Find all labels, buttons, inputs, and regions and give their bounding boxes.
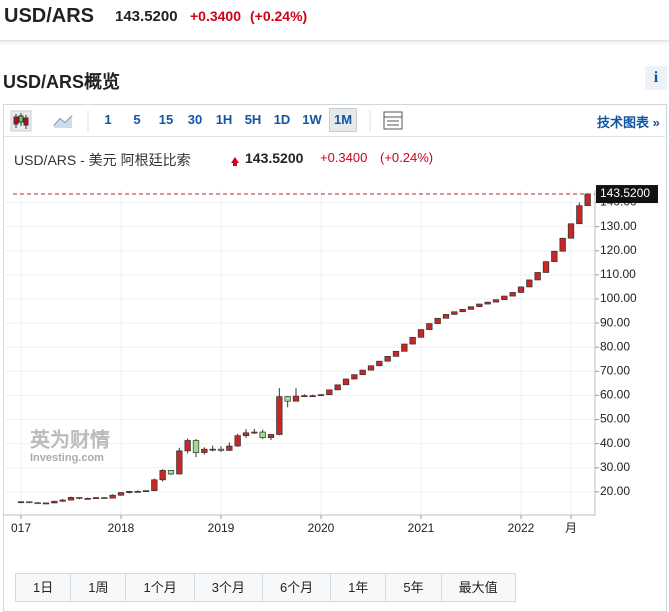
interval-button[interactable]: 1W: [302, 112, 322, 127]
toolbar: [4, 105, 665, 137]
range-bar: 1日 1周 1个月 3个月 6个月 1年 5年 最大值: [15, 573, 516, 602]
range-button[interactable]: 5年: [386, 574, 442, 601]
range-button[interactable]: 最大值: [458, 580, 498, 595]
interval-button[interactable]: 1H: [215, 112, 233, 127]
interval-button[interactable]: 5H: [244, 112, 262, 127]
interval-button[interactable]: 1D: [273, 112, 291, 127]
change-pct: (+0.24%): [250, 8, 308, 24]
symbol: USD/ARS: [4, 5, 95, 27]
chart-frame: [3, 104, 667, 612]
interval-button[interactable]: 15: [158, 112, 174, 127]
tech-chart-link[interactable]: 技术图表 »: [597, 115, 660, 130]
interval-button[interactable]: 30: [187, 112, 203, 127]
interval-button[interactable]: 1M: [329, 108, 357, 132]
interval-button[interactable]: 1: [104, 112, 112, 127]
range-button[interactable]: 6个月: [263, 574, 332, 601]
price: 143.5200: [115, 8, 178, 25]
section-title: USD/ARS概览: [3, 72, 121, 92]
info-button[interactable]: i: [645, 66, 667, 90]
range-button[interactable]: 1日: [16, 574, 72, 601]
range-button[interactable]: 1周: [71, 574, 127, 601]
chart-price: 143.5200: [245, 150, 304, 166]
range-button[interactable]: 1年: [331, 574, 387, 601]
top-bar: [0, 0, 669, 41]
chart-change-pct: (+0.24%): [380, 150, 434, 165]
chart-change: +0.3400: [320, 150, 368, 165]
chart-title: USD/ARS - 美元 阿根廷比索: [14, 152, 191, 168]
interval-button[interactable]: 5: [133, 112, 141, 127]
range-button[interactable]: 1个月: [126, 574, 195, 601]
range-button[interactable]: 3个月: [195, 574, 263, 601]
change: +0.3400: [190, 8, 241, 24]
